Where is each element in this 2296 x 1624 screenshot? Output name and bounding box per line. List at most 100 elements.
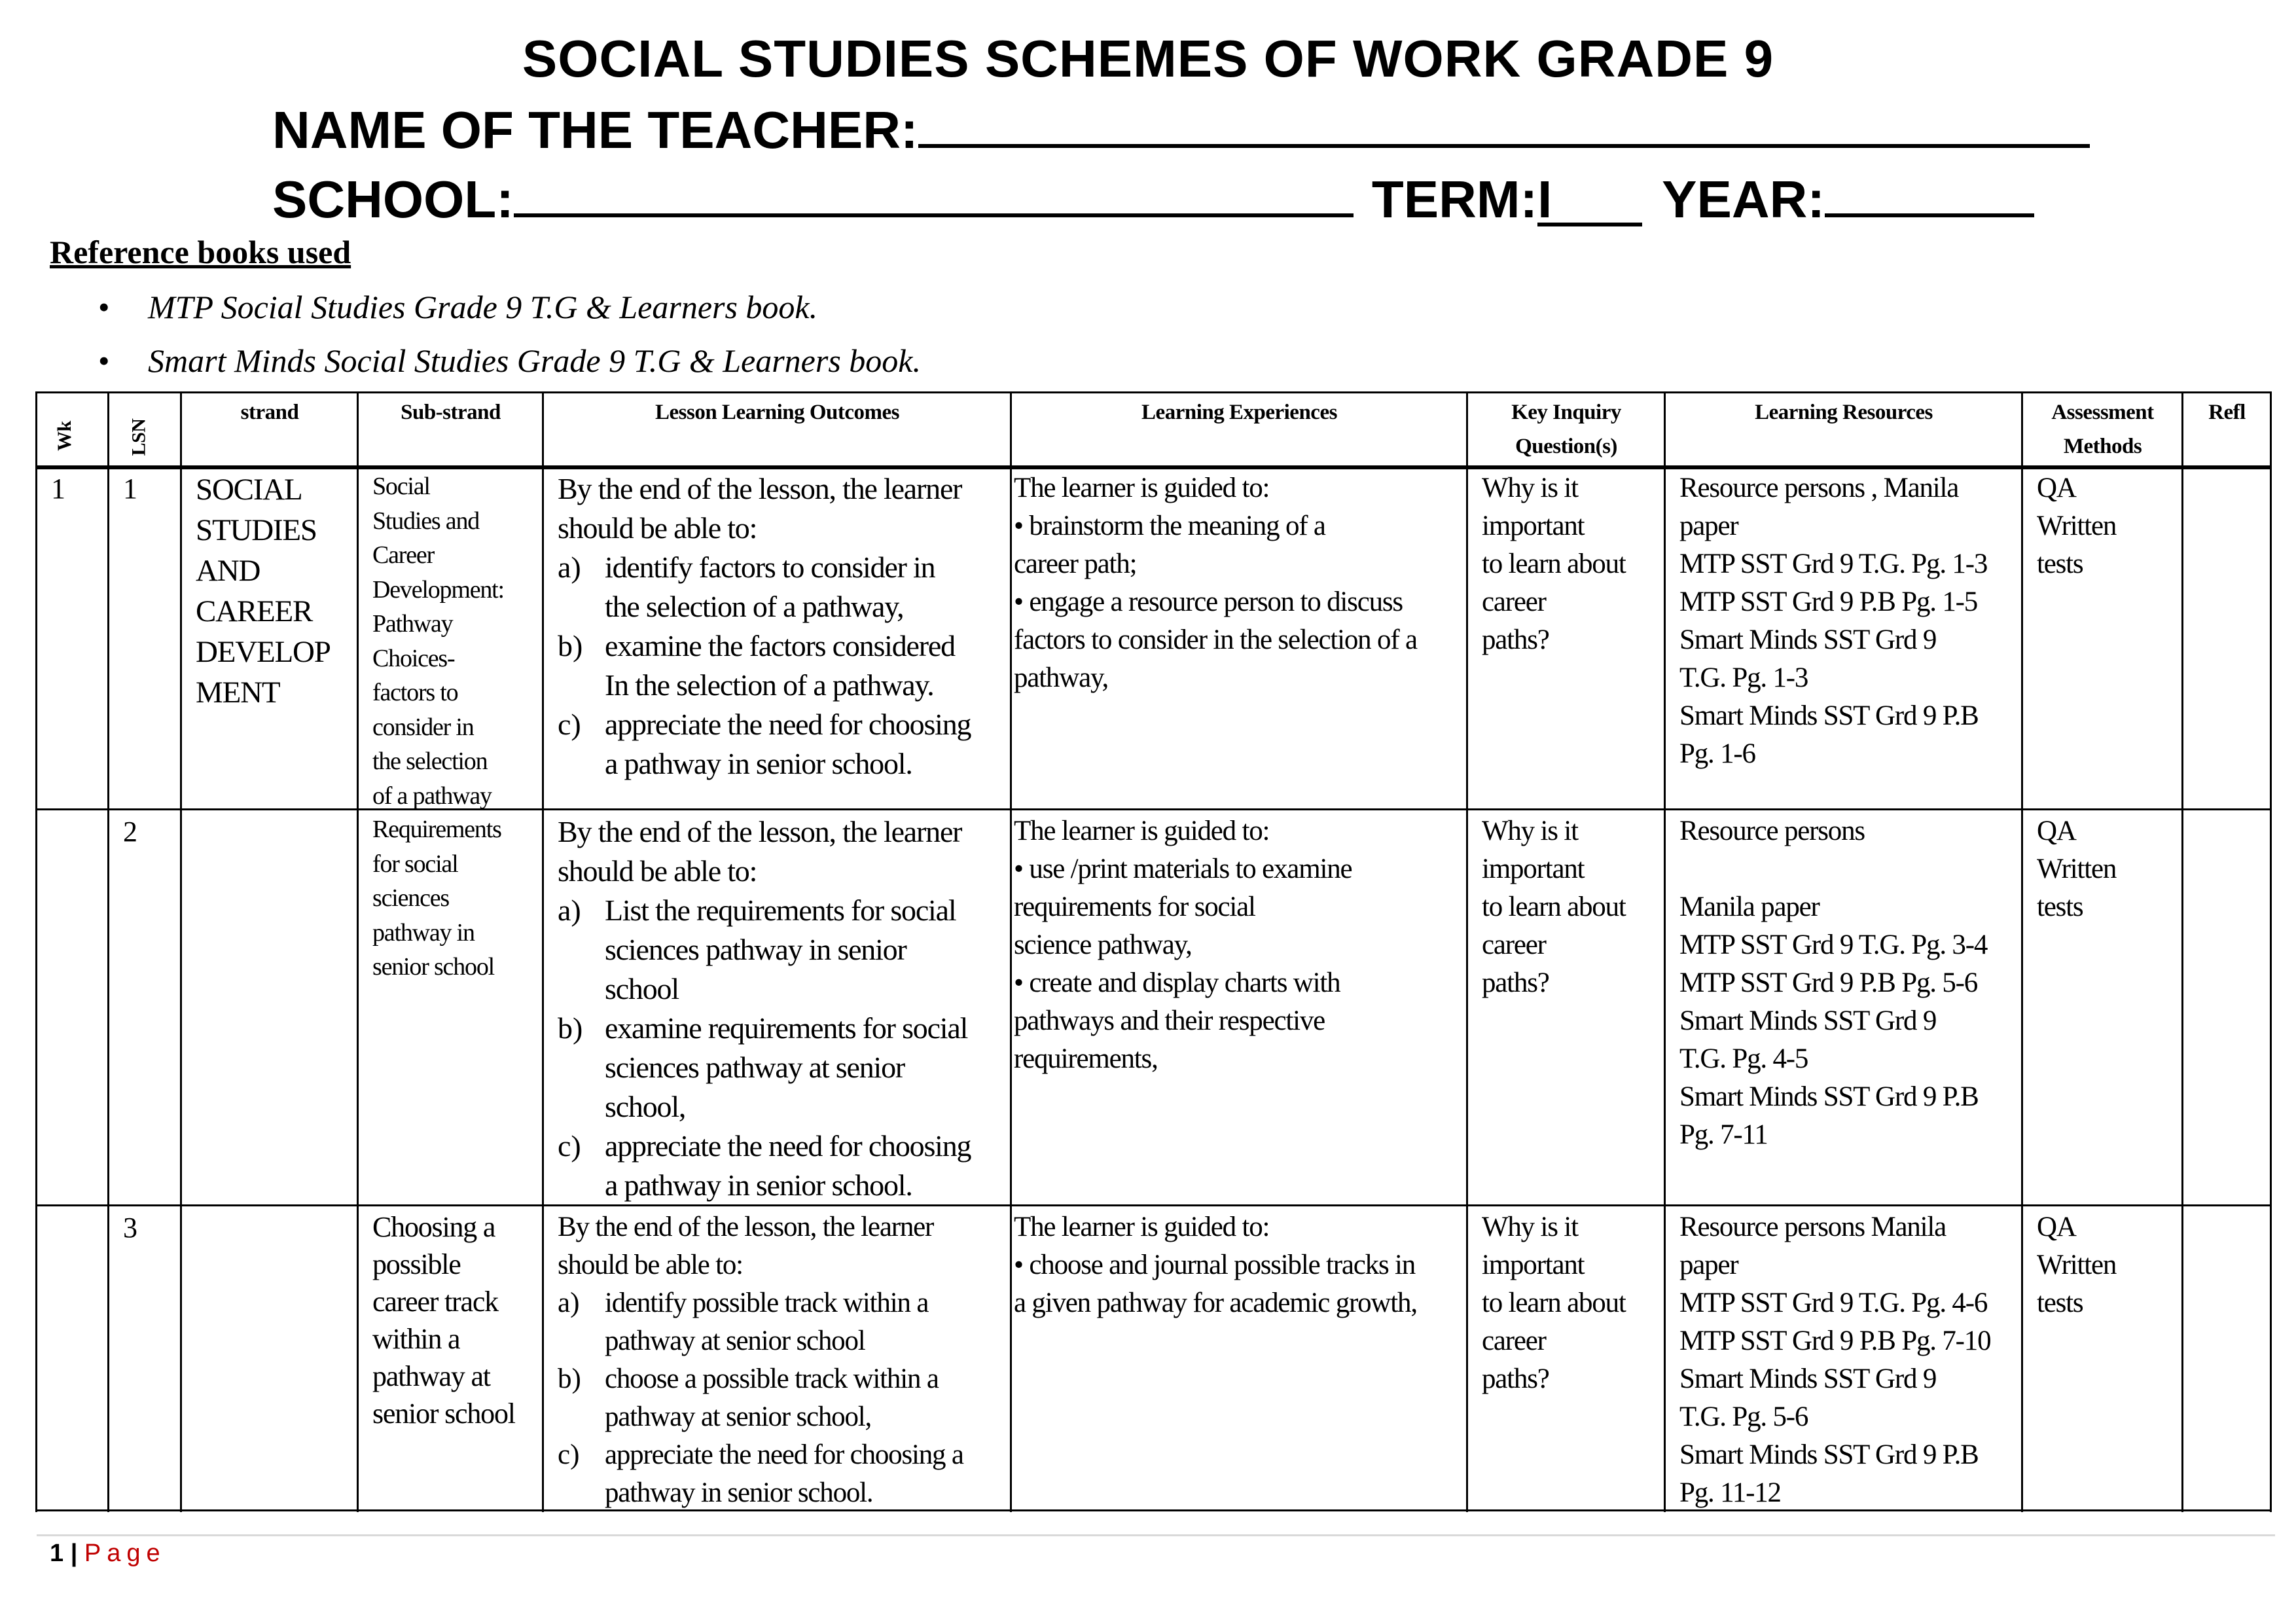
cell-learning-resources: Resource persons , Manila paper MTP SST Gr… [1665, 467, 2022, 810]
page-label: Page [84, 1540, 166, 1567]
learning-resources-line: Smart Minds SST Grd 9 [1679, 1005, 1937, 1036]
outcome-item-line: appreciate the need for choosing [605, 1129, 972, 1163]
outcome-item-label: c) [558, 708, 581, 741]
learning-experiences-line: • use /print materials to examine [1014, 854, 1353, 884]
sub-strand-line: Career [372, 541, 435, 569]
outcome-item-text: identify possible track within a pathway … [605, 1284, 997, 1360]
learning-resources-line: MTP SST Grd 9 P.B Pg. 1-5 [1679, 586, 1978, 617]
outcome-item-line: sciences pathway at senior [605, 1051, 905, 1084]
learning-resources-line: Resource persons , Manila [1679, 473, 1959, 503]
year-label: YEAR: [1662, 170, 1825, 228]
learning-resources-line: T.G. Pg. 5-6 [1679, 1401, 1808, 1432]
column-header-label: Assessment Methods [2051, 401, 2154, 458]
table-border [107, 393, 109, 1512]
page-footer: 1 | Page [50, 1540, 166, 1568]
outcome-item-line: pathway at senior school [605, 1326, 866, 1356]
learning-experiences-line: factors to consider in the selection of … [1014, 624, 1418, 655]
table-border [35, 808, 2272, 810]
strand-line: DEVELOP [196, 635, 331, 669]
document-title: SOCIAL STUDIES SCHEMES OF WORK GRADE 9 [522, 29, 1774, 88]
assessment-methods-line: tests [2037, 1288, 2084, 1318]
cell-key-inquiry: Why is it important to learn about career pa… [1467, 810, 1665, 1206]
outcome-item-text: List the requirements for social sciences… [605, 891, 997, 1009]
bullet-icon: • [98, 289, 110, 325]
strand-line: MENT [196, 676, 281, 710]
assessment-methods-line: tests [2037, 549, 2084, 579]
outcome-item-text: identify factors to consider in the selec… [605, 548, 997, 626]
sub-strand-line: for social [372, 850, 459, 878]
footer-separator: | [70, 1540, 78, 1567]
footer-divider [37, 1534, 2275, 1536]
school-term-year-line: SCHOOL: TERM:I YEAR: [272, 168, 2035, 230]
outcome-intro-line: should be able to: [558, 854, 757, 888]
cell-learning-outcomes: By the end of the lesson, the learner sho… [543, 467, 1011, 810]
outcome-item: c) appreciate the need for choosing a path… [558, 1127, 997, 1205]
column-header-label: Wk [53, 421, 75, 451]
key-inquiry-line: Why is it [1482, 473, 1579, 503]
teacher-name-line: NAME OF THE TEACHER: [272, 98, 2090, 160]
key-inquiry-line: to learn about [1482, 549, 1626, 579]
sub-strand-line: career track [372, 1286, 499, 1318]
cell-week: 1 [37, 467, 109, 810]
table-border [2181, 393, 2183, 1512]
cell-learning-outcomes: By the end of the lesson, the learner sho… [543, 810, 1011, 1206]
outcome-item-label: a) [558, 550, 581, 584]
school-blank[interactable] [513, 168, 1354, 217]
cell-week [37, 1206, 109, 1511]
sub-strand-line: consider in [372, 713, 475, 741]
term-label: TERM: [1371, 170, 1538, 228]
table-border [1466, 393, 1468, 1512]
strand-line: STUDIES [196, 513, 317, 547]
sub-strand-line: senior school [372, 1398, 516, 1430]
school-label: SCHOOL: [272, 170, 514, 228]
outcome-item: a) List the requirements for social scienc… [558, 891, 997, 1009]
table-border [1010, 393, 1012, 1512]
lesson-value: 1 [123, 473, 137, 505]
year-blank[interactable] [1825, 168, 2035, 217]
column-header-learning-outcomes: Lesson Learning Outcomes [543, 393, 1011, 467]
learning-resources-line: Pg. 7-11 [1679, 1119, 1768, 1150]
table-border [542, 393, 544, 1512]
cell-learning-experiences: The learner is guided to: • use /print ma… [1011, 810, 1467, 1206]
outcome-item: c) appreciate the need for choosing a path… [558, 1436, 997, 1511]
table-border [2021, 393, 2023, 1512]
outcome-item-line: a pathway in senior school. [605, 747, 913, 780]
term-value[interactable]: I [1537, 173, 1643, 226]
learning-resources-line: T.G. Pg. 4-5 [1679, 1043, 1808, 1074]
lesson-value: 2 [123, 816, 137, 848]
learning-experiences-line: • brainstorm the meaning of a [1014, 511, 1326, 541]
cell-strand [181, 810, 358, 1206]
outcome-item: b) examine the factors considered In the s… [558, 626, 997, 705]
teacher-name-blank[interactable] [918, 98, 2090, 148]
key-inquiry-line: paths? [1482, 1363, 1550, 1394]
cell-sub-strand: Choosing a possible career track within a pa… [358, 1206, 543, 1511]
outcome-item-text: examine the factors considered In the sel… [605, 626, 997, 705]
outcome-item-label: c) [558, 1129, 581, 1163]
cell-reflection [2183, 467, 2271, 810]
table-border [35, 393, 37, 1512]
cell-sub-strand: Social Studies and Career Development: Pathw… [358, 467, 543, 810]
cell-key-inquiry: Why is it important to learn about career pa… [1467, 1206, 1665, 1511]
sub-strand-line: Choosing a [372, 1211, 495, 1243]
bullet-icon: • [98, 342, 110, 379]
cell-strand [181, 1206, 358, 1511]
assessment-methods-line: tests [2037, 892, 2084, 922]
cell-key-inquiry: Why is it important to learn about career pa… [1467, 467, 1665, 810]
key-inquiry-line: Why is it [1482, 816, 1579, 846]
sub-strand-line: Choices- [372, 644, 456, 672]
outcome-intro-line: By the end of the lesson, the learner [558, 815, 962, 848]
column-header-reflection: Refl [2183, 393, 2271, 467]
learning-resources-line: Resource persons [1679, 816, 1865, 846]
table-border [1664, 393, 1666, 1512]
learning-experiences-line: science pathway, [1014, 929, 1193, 960]
column-header-label: Key Inquiry Question(s) [1511, 401, 1621, 458]
learning-resources-line: MTP SST Grd 9 P.B Pg. 5-6 [1679, 967, 1978, 998]
sub-strand-line: pathway at [372, 1360, 491, 1392]
strand-line: AND [196, 554, 260, 588]
learning-resources-line: T.G. Pg. 1-3 [1679, 662, 1808, 693]
outcome-item-line: school [605, 972, 679, 1005]
outcome-item-line: identify possible track within a [605, 1288, 929, 1318]
learning-experiences-line: The learner is guided to: [1014, 473, 1270, 503]
learning-resources-line: Smart Minds SST Grd 9 P.B [1679, 1081, 1979, 1112]
learning-experiences-line: • engage a resource person to discuss [1014, 586, 1403, 617]
